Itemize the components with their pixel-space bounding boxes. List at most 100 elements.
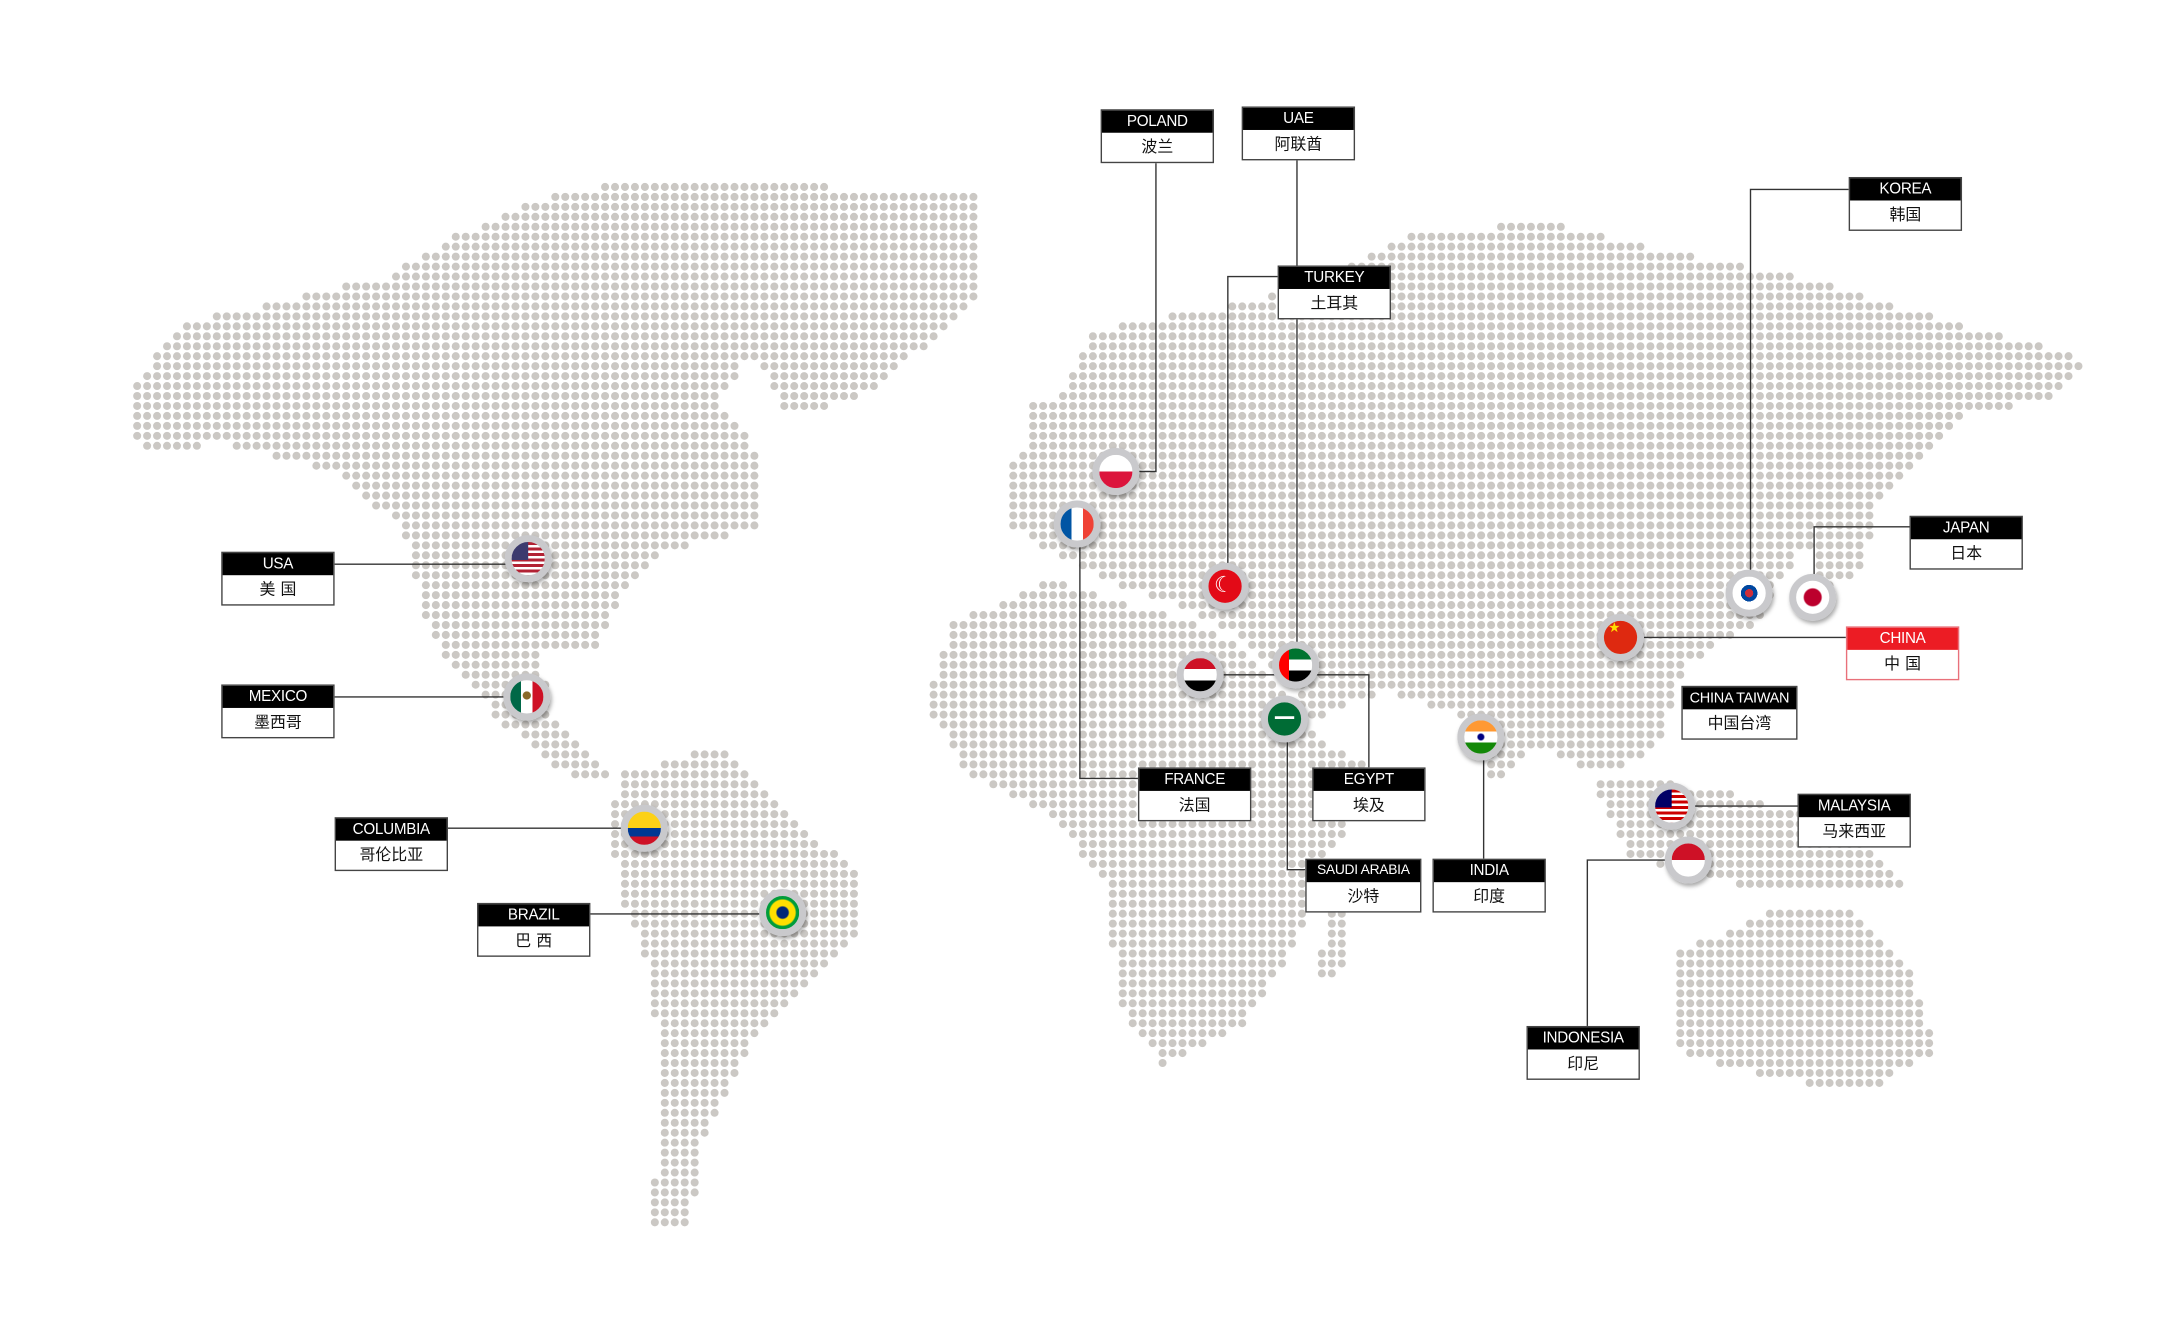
map-dot xyxy=(1536,401,1545,410)
map-dot xyxy=(352,342,361,351)
map-dot xyxy=(1487,372,1496,381)
map-dot xyxy=(1925,372,1934,381)
map-dot xyxy=(521,222,530,231)
map-dot xyxy=(1666,561,1675,570)
map-dot xyxy=(1616,352,1625,361)
map-dot xyxy=(531,411,540,420)
map-dot xyxy=(581,471,590,480)
map-dot xyxy=(1287,411,1297,420)
map-dot xyxy=(790,252,799,261)
map-dot xyxy=(342,391,351,401)
map-dot xyxy=(670,511,679,520)
map-dot xyxy=(1198,322,1207,331)
map-dot xyxy=(1307,511,1316,520)
map-dot xyxy=(1885,332,1894,341)
map-dot xyxy=(332,352,341,361)
map-dot xyxy=(1536,571,1545,580)
map-dot xyxy=(411,541,420,550)
map-dot xyxy=(889,242,898,251)
map-dot xyxy=(1666,531,1675,540)
map-dot xyxy=(1666,332,1675,341)
map-dot xyxy=(1039,541,1048,550)
map-dot xyxy=(1765,511,1774,520)
map-dot xyxy=(1238,352,1247,361)
map-dot xyxy=(1278,461,1287,470)
map-dot xyxy=(1686,511,1695,520)
map-dot xyxy=(1307,431,1316,440)
map-dot xyxy=(670,501,679,510)
map-dot xyxy=(670,531,679,540)
map-dot xyxy=(1427,272,1436,281)
map-dot xyxy=(411,372,420,381)
map-dot xyxy=(1556,242,1565,251)
map-dot xyxy=(680,272,689,281)
map-dot xyxy=(591,401,600,410)
map-dot xyxy=(1437,312,1446,321)
map-dot xyxy=(1706,551,1715,560)
map-dot xyxy=(541,322,550,331)
map-dot xyxy=(431,411,440,420)
map-dot xyxy=(680,382,689,391)
map-dot xyxy=(182,372,191,381)
map-dot xyxy=(1706,332,1715,341)
map-dot xyxy=(1726,411,1735,420)
map-dot xyxy=(1656,362,1665,371)
map-dot xyxy=(1616,252,1625,261)
map-dot xyxy=(1377,561,1386,570)
map-dot xyxy=(2054,382,2063,391)
map-dot xyxy=(1646,332,1655,341)
map-dot xyxy=(1407,352,1416,361)
map-dot xyxy=(1656,571,1665,580)
map-dot xyxy=(830,262,839,271)
map-dot xyxy=(1696,332,1705,341)
map-dot xyxy=(1775,272,1784,281)
map-dot xyxy=(1138,372,1147,381)
map-dot xyxy=(710,192,719,201)
map-dot xyxy=(163,401,172,410)
map-dot xyxy=(252,441,261,450)
map-dot xyxy=(581,511,590,520)
map-dot xyxy=(1039,451,1048,460)
map-dot xyxy=(1457,531,1466,540)
map-dot xyxy=(800,342,809,351)
map-dot xyxy=(1536,352,1545,361)
map-dot xyxy=(153,431,162,440)
map-dot xyxy=(581,322,590,331)
map-dot xyxy=(690,232,699,241)
map-dot xyxy=(1646,372,1655,381)
map-dot xyxy=(581,312,590,321)
map-dot xyxy=(262,421,271,430)
map-dot xyxy=(511,372,520,381)
map-dot xyxy=(1925,362,1934,371)
map-dot xyxy=(431,262,440,271)
map-dot xyxy=(1307,551,1316,560)
map-dot xyxy=(1775,461,1784,470)
map-dot xyxy=(2034,352,2043,361)
map-dot xyxy=(849,342,858,351)
map-dot xyxy=(322,372,331,381)
map-dot xyxy=(441,561,450,570)
map-dot xyxy=(670,521,679,530)
map-dot xyxy=(481,372,490,381)
map-dot xyxy=(511,491,520,500)
map-dot xyxy=(1656,531,1665,540)
map-dot xyxy=(810,242,819,251)
map-dot xyxy=(1686,491,1695,500)
map-dot xyxy=(1287,501,1297,510)
map-dot xyxy=(571,451,580,460)
map-dot xyxy=(382,312,391,321)
map-dot xyxy=(1108,421,1117,430)
map-dot xyxy=(1507,391,1516,401)
map-dot xyxy=(969,292,978,301)
map-dot xyxy=(1068,382,1077,391)
map-dot xyxy=(1536,481,1545,490)
map-dot xyxy=(849,232,858,241)
map-dot xyxy=(242,421,251,430)
map-dot xyxy=(352,282,361,291)
map-dot xyxy=(1477,292,1486,301)
map-dot xyxy=(1606,461,1615,470)
map-dot xyxy=(611,312,620,321)
map-dot xyxy=(581,242,590,251)
map-dot xyxy=(1566,481,1575,490)
map-dot xyxy=(1755,511,1764,520)
